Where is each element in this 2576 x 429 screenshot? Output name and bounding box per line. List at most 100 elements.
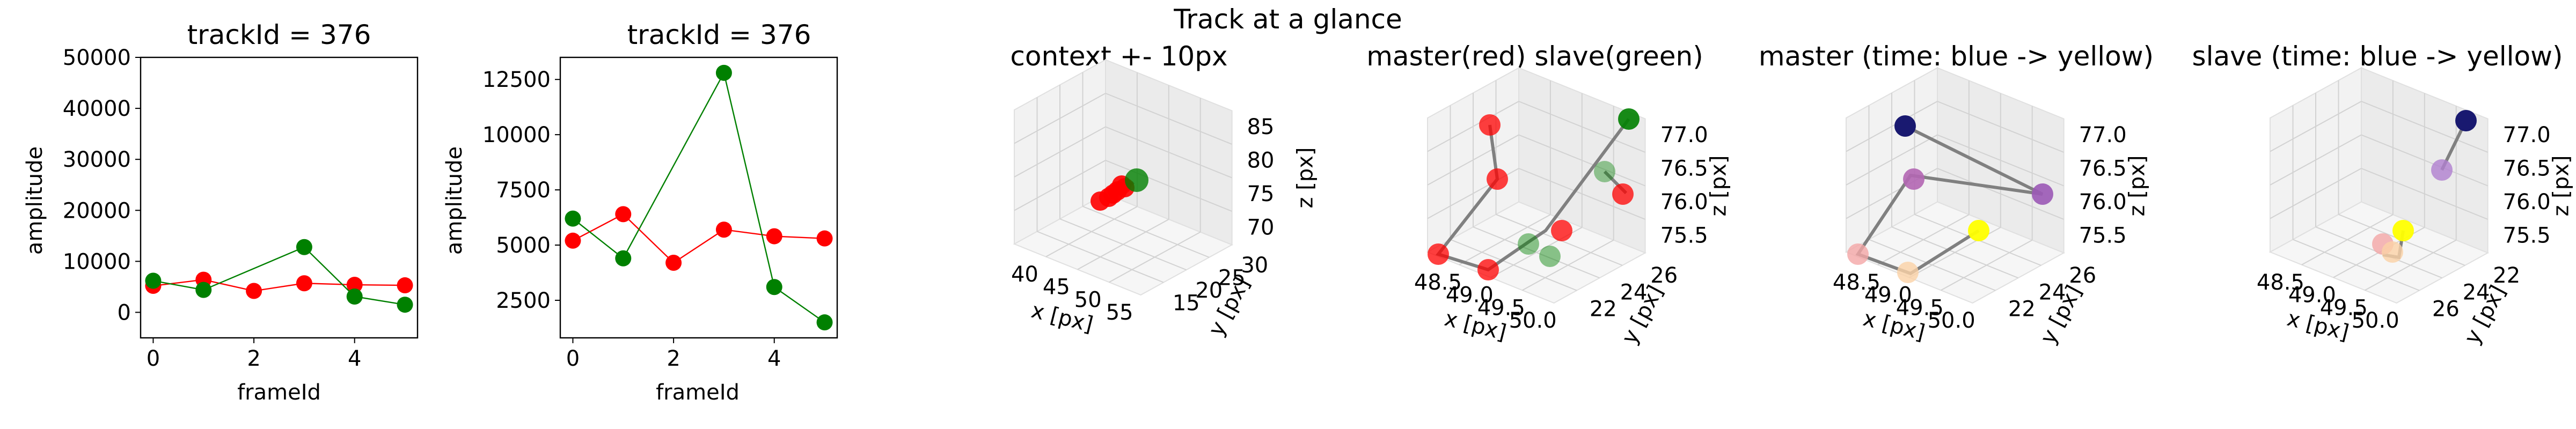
x-tick-label: 50.0 [1928,308,1975,333]
x-tick-label: 50 [1074,287,1102,312]
slave-point-t0 [2455,110,2477,131]
master-point-t1 [2032,183,2053,205]
x-tick-label: 0 [147,346,160,371]
back-grid-line [1105,126,1232,179]
panel-1-title: trackId = 376 [187,19,371,50]
z-tick-label: 75.5 [1660,223,1708,248]
y-tick-label: 50000 [63,46,131,70]
back-grid-line [1518,134,1645,187]
master-point [1477,259,1499,280]
z-tick-label: 76.0 [2079,190,2127,214]
z-tick-label: 80 [1247,148,1275,173]
master-point-t5 [1968,220,1989,241]
master-point-t2 [1903,168,1924,190]
master-point [1612,183,1634,205]
panel-1-xlabel: frameId [237,380,321,405]
y-tick-label: 26 [2432,297,2460,321]
x-tick-label: 49.0 [2288,283,2336,308]
y-tick-label: 30000 [63,147,131,172]
suptitle: Track at a glance [1173,4,1402,35]
master-point-t4 [1897,262,1919,283]
master-point [1487,168,1508,190]
x-tick-label: 2 [667,346,680,371]
z-tick-label: 75 [1247,182,1275,206]
slave-point [1594,161,1615,182]
back-grid-line [1937,101,2064,153]
y-tick-label: 0 [118,300,131,325]
z-tick-label: 76.5 [2503,156,2551,181]
z-tick-label: 76.0 [1660,190,1708,214]
y-tick-label: 40000 [63,97,131,121]
z-tick-label: 77.0 [2079,123,2127,147]
series-0-line [572,213,825,264]
x-tick-label: 50.0 [1509,308,1557,333]
left-grid-line [1014,93,1106,144]
x-tick-label: 48.5 [1833,270,1880,295]
z-tick-label: 85 [1247,115,1275,139]
z-tick-label: 70 [1247,215,1275,240]
amplitude-panel-2: trackId = 376 frameId amplitude 0 2 4 2500 5… [442,19,838,405]
floor-grid-line [1059,218,1187,271]
y-tick-label: 26 [2069,263,2096,288]
series-0-point [816,230,833,247]
left-grid-line [2270,134,2362,186]
back-grid-line [1518,101,1645,153]
left-grid-line [1427,101,1519,152]
series-1-point [766,279,782,295]
master-time-3d-panel: master (time: blue -> yellow) 48.549.049… [1759,41,2154,348]
series-1-point [565,210,581,227]
series-1-point [816,314,833,331]
x-tick-label: 48.5 [1414,270,1462,295]
y-tick-label: 22 [2008,297,2036,321]
z-axis-label: z [px] [2125,156,2150,217]
y-tick-label: 30 [1241,253,1268,278]
y-tick-label: 26 [1650,263,1678,288]
y-tick-label: 10000 [482,123,551,147]
x-tick-label: 49.5 [1896,295,1944,320]
series-1-point [397,297,413,313]
y-tick-label: 15 [1173,291,1200,315]
slave-time-3d-panel: slave (time: blue -> yellow) 48.549.049.… [2192,41,2574,348]
floor-grid-line [1522,239,1614,291]
trajectory-line [1855,124,2044,276]
x-tick-label: 2 [247,346,260,371]
left-grid-line [2270,101,2362,152]
series-0-point [715,221,732,238]
series-0-point [246,283,262,299]
series-0-point [766,228,782,245]
x-tick-label: 40 [1011,262,1038,287]
series-1-line [572,71,825,323]
master-point [1428,243,1449,265]
amplitude-panel-1: trackId = 376 frameId amplitude 0 2 4 0 1000… [23,19,419,405]
z-tick-label: 77.0 [1660,123,1708,147]
master-point [1551,220,1572,241]
y-tick-label: 24 [2463,280,2490,305]
y-tick-label: 12500 [482,68,551,92]
panel-2-ylabel: amplitude [442,146,467,255]
slave-point [1618,108,1640,130]
floor-grid-line [1891,226,2018,279]
x-tick-label: 55 [1106,300,1133,325]
x-tick-label: 49.5 [1477,295,1525,320]
master-point [1479,114,1501,136]
series-0-point [565,232,581,249]
z-tick-label: 76.5 [2079,156,2127,181]
panel-1-ylabel: amplitude [23,146,47,255]
floor-grid-line [1082,205,1210,258]
series-0-point [615,206,632,223]
series-0-point [346,277,363,293]
z-tick-label: 75.5 [2079,223,2127,248]
z-tick-label: 77.0 [2503,123,2551,147]
left-grid-line [1014,126,1106,177]
slave-point-t3 [2382,241,2403,263]
x-tick-label: 49.5 [2320,295,2368,320]
series-1-point [145,272,162,289]
series-1-point [346,288,363,305]
z-axis-label: z [px] [2549,156,2574,217]
panel-2-xlabel: frameId [656,380,740,405]
series-1-point [615,250,632,267]
y-tick-label: 5000 [496,233,551,258]
left-grid-line [1427,134,1519,186]
floor-grid-line [2365,239,2457,291]
